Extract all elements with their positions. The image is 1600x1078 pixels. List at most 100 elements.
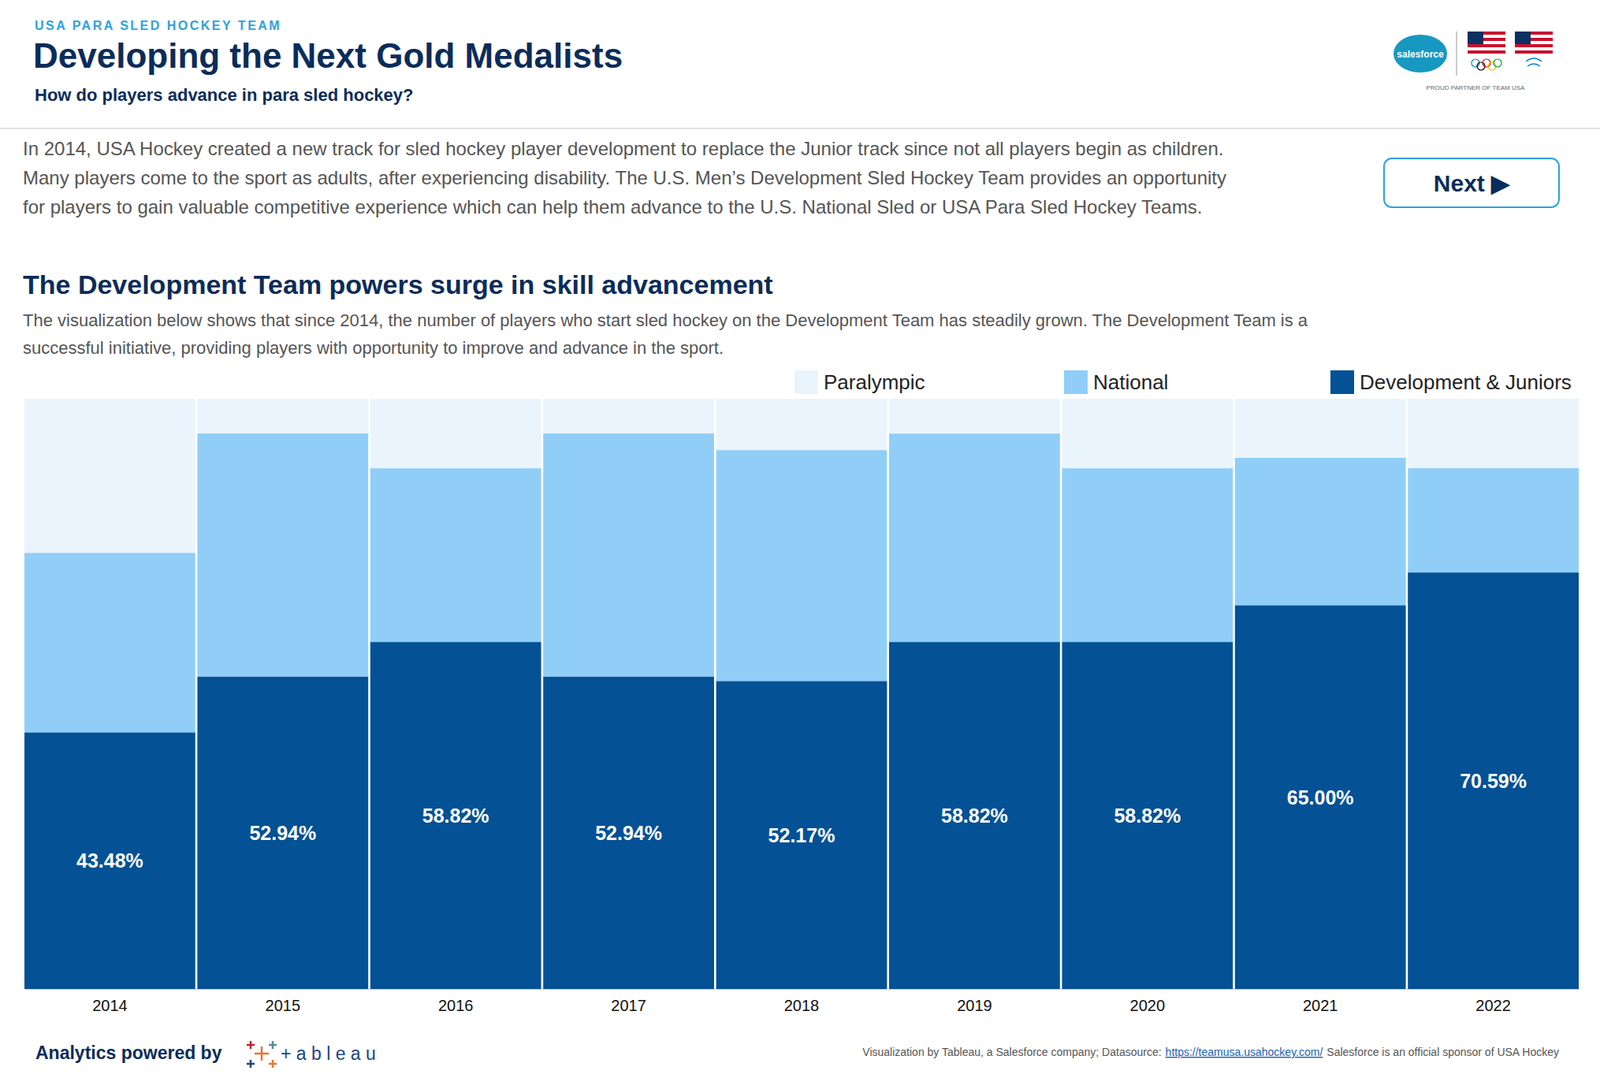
- bar-segment: [197, 676, 369, 990]
- bar-segment: [1061, 641, 1233, 990]
- bar-segment: [1061, 398, 1233, 469]
- ring: [1493, 59, 1502, 67]
- logo-divider: [1456, 31, 1458, 76]
- next-button[interactable]: Next ▶: [1384, 158, 1560, 208]
- data-label: 58.82%: [422, 804, 490, 827]
- brand: + a b l e a u: [280, 1043, 376, 1065]
- tick: 2018: [784, 989, 820, 1015]
- brand-icon: [254, 1046, 269, 1061]
- data-label: 43.48%: [76, 849, 144, 872]
- intro-line: In 2014, USA Hockey created a new track …: [22, 137, 1224, 160]
- data-label: 70.59%: [1459, 770, 1527, 793]
- legend-label: Paralympic: [823, 370, 926, 395]
- bar-segment: [889, 398, 1061, 434]
- partner-text: PROUD PARTNER OF TEAM USA: [1426, 84, 1526, 92]
- flag-stripe: [1514, 50, 1553, 54]
- tick: 2015: [265, 989, 302, 1015]
- divider: [0, 127, 1600, 130]
- tick: 2022: [1475, 989, 1511, 1015]
- data-label: 58.82%: [941, 804, 1009, 827]
- credit-link[interactable]: https://teamusa.usahockey.com/: [1165, 1045, 1324, 1059]
- tick: 2019: [956, 989, 993, 1015]
- tick-label: 2020: [1130, 997, 1166, 1015]
- data-labels: 43.48% 52.94% 58.82% 52.94% 52.17% 58.82% 58.8…: [76, 770, 1527, 873]
- tick-label: 2022: [1475, 997, 1511, 1015]
- series: [24, 433, 1579, 733]
- flag-stripe: [1467, 44, 1506, 48]
- brand-icon: [268, 1060, 277, 1068]
- flag: [1467, 31, 1506, 54]
- data-label: 52.94%: [595, 822, 663, 845]
- chart-title: The Development Team powers surge in ski…: [22, 269, 774, 300]
- tick: 2016: [438, 989, 474, 1015]
- bar-segment: [370, 398, 542, 469]
- tick: 2021: [1302, 989, 1339, 1015]
- legend: ParalympicNationalDevelopment & Juniors: [794, 370, 1572, 395]
- bar-segment: [1235, 605, 1407, 990]
- flag-stripe: [1514, 44, 1553, 48]
- flag-canton: [1514, 31, 1531, 45]
- bar-segment: [889, 433, 1061, 642]
- flag-stripe: [1467, 47, 1506, 51]
- intro-line: for players to gain valuable competitive…: [22, 196, 1202, 218]
- sponsor-text: Salesforce is an official sponsor of USA…: [1326, 1045, 1560, 1059]
- tick-label: 2017: [610, 997, 647, 1015]
- tick-label: 2021: [1302, 997, 1339, 1015]
- data-label: 52.17%: [768, 824, 836, 847]
- legend-swatch: [1330, 370, 1355, 395]
- credit: Visualization by Tableau, a Salesforce c…: [862, 1045, 1560, 1059]
- intro: In 2014, USA Hockey created a new track …: [22, 137, 1227, 218]
- title: Developing the Next Gold Medalists: [33, 36, 623, 75]
- chart-subtitle: successful initiative, providing players…: [22, 338, 724, 358]
- brand-icon: [246, 1041, 255, 1050]
- tick-label: 2018: [784, 997, 820, 1015]
- data-label: 58.82%: [1113, 804, 1181, 827]
- logos: salesforce PROUD PARTNER OF TEAM USA: [1393, 31, 1553, 92]
- legend-swatch: [794, 370, 819, 395]
- page: USA PARA SLED HOCKEY TEAM Developing the …: [0, 0, 1600, 1078]
- data-label: 65.00%: [1287, 786, 1355, 809]
- tick-label: 2015: [265, 997, 302, 1015]
- tick: 2014: [92, 989, 128, 1015]
- kicker: USA PARA SLED HOCKEY TEAM: [34, 18, 282, 33]
- bar-segment: [716, 680, 888, 990]
- bar-segment: [370, 641, 542, 990]
- legend-label: Development & Juniors: [1359, 370, 1572, 395]
- header: USA PARA SLED HOCKEY TEAM Developing the …: [0, 18, 1600, 129]
- button-frame[interactable]: [1384, 158, 1560, 208]
- tick: 2017: [610, 989, 647, 1015]
- powered-by: Analytics powered by: [35, 1042, 223, 1064]
- bar-segment: [543, 398, 715, 434]
- intro-line: Many players come to the sport as adults…: [22, 167, 1227, 189]
- bars: [24, 398, 1579, 990]
- bar-segment: [197, 433, 369, 677]
- bar-segment: [1235, 398, 1407, 458]
- bar-segment: [1407, 468, 1579, 573]
- bar-segment: [889, 641, 1061, 990]
- bar-segment: [716, 450, 888, 681]
- cloud: [1393, 34, 1448, 73]
- agitos: [1525, 58, 1542, 67]
- brand-icon: [268, 1041, 277, 1050]
- flag-canton: [1467, 31, 1484, 45]
- footer: Analytics powered by + a b l e a u Visuali…: [35, 1041, 1560, 1068]
- axis-line: [25, 989, 1580, 990]
- button-label[interactable]: Next ▶: [1433, 170, 1511, 197]
- bar-segment: [24, 732, 196, 990]
- bar-segment: [197, 398, 369, 434]
- flag-stripe: [1514, 47, 1553, 51]
- bar-segment: [1061, 468, 1233, 642]
- x-axis: 2014 2015 2016 2017 2018 2019 2020 2021 2022: [25, 989, 1580, 1015]
- bar-segment: [1407, 572, 1579, 990]
- credit-text: Visualization by Tableau, a Salesforce c…: [862, 1045, 1161, 1059]
- bar-segment: [370, 468, 542, 642]
- data-label: 52.94%: [249, 822, 317, 845]
- tick-label: 2016: [438, 997, 474, 1015]
- flag-stripe: [1467, 50, 1506, 54]
- logo-text: salesforce: [1396, 48, 1444, 60]
- tick-label: 2014: [92, 997, 128, 1015]
- legend-swatch: [1064, 370, 1088, 395]
- brand-icon: [246, 1060, 255, 1068]
- bar-segment: [1407, 398, 1579, 469]
- bar-segment: [716, 398, 888, 451]
